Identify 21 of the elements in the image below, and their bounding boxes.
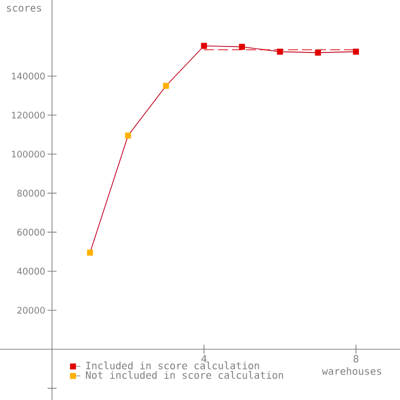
y-tick-label: 120000 (12, 112, 45, 119)
point (276, 48, 283, 55)
point (314, 50, 321, 56)
x-tick-label: 4 (201, 354, 207, 362)
y-tick-label: 20000 (17, 306, 45, 314)
point (352, 48, 359, 55)
point (200, 42, 207, 49)
y-tick-label: 100000 (12, 150, 45, 158)
x-axis-title: warehouses (322, 367, 382, 375)
y-tick-label: 60000 (17, 228, 45, 236)
legend-label: Not included in score calculation (86, 371, 284, 379)
point (125, 132, 132, 139)
point (87, 250, 94, 256)
legend-label: Included in score calculation (86, 362, 259, 370)
y-axis-title: scores (6, 6, 42, 12)
point (238, 44, 245, 50)
point (163, 82, 169, 89)
x-tick-label: 8 (354, 354, 358, 363)
y-tick-label: 140000 (12, 72, 45, 80)
y-tick-label: 80000 (17, 190, 45, 197)
y-tick-label: 40000 (17, 268, 45, 275)
